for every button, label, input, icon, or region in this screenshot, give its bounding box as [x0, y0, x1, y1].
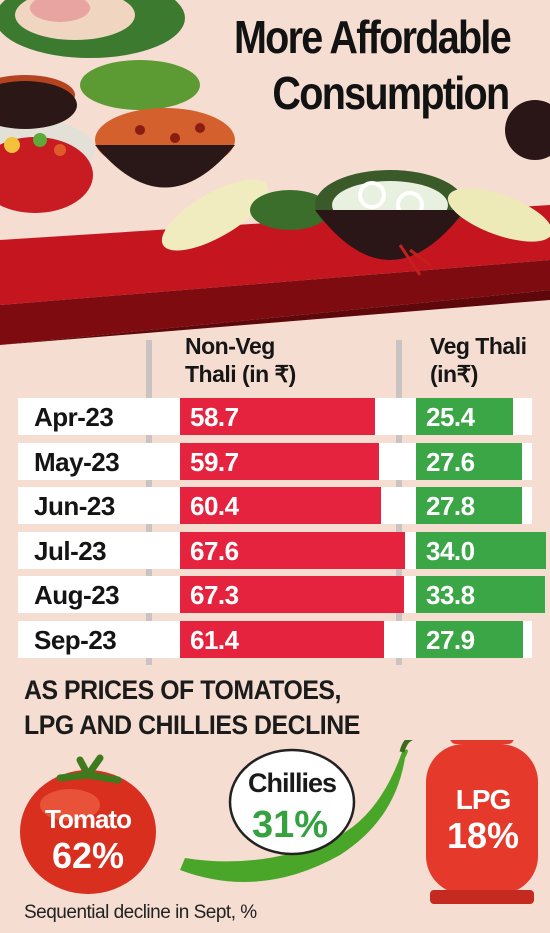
veg-value-label: 27.8	[426, 491, 475, 521]
lpg-cylinder-icon	[426, 740, 538, 904]
table-row: Sep-23 61.4 27.9	[18, 620, 532, 658]
month-label: Apr-23	[34, 402, 114, 432]
veg-bar	[416, 487, 523, 524]
veg-value-label: 25.4	[426, 402, 475, 432]
tomato-percent: 62%	[51, 835, 125, 876]
nonveg-bar	[180, 398, 376, 435]
veg-bar	[416, 620, 523, 658]
nonveg-column-header: Non-Veg Thali (in ₹)	[185, 333, 296, 387]
table-row: May-23 59.7 27.6	[18, 442, 532, 480]
nonveg-bar	[180, 576, 404, 613]
month-label: May-23	[34, 446, 120, 477]
chillies-percent: 31%	[251, 804, 329, 846]
veg-value-label: 34.0	[426, 535, 475, 566]
table-row: Aug-23 67.3 33.8	[18, 576, 546, 613]
chillies-label: Chillies	[247, 768, 337, 798]
chillies-bubble	[228, 748, 356, 856]
month-label: Jul-23	[34, 535, 107, 566]
veg-bar	[416, 442, 522, 480]
veg-bar	[416, 398, 514, 435]
lpg-label: LPG	[455, 784, 512, 815]
veg-value-label: 33.8	[426, 580, 475, 610]
month-label: Jun-23	[34, 491, 115, 521]
nonveg-value-label: 58.7	[190, 402, 239, 432]
month-label: Sep-23	[34, 624, 117, 655]
chilli-icon	[180, 740, 413, 882]
subheading: AS PRICES OF TOMATOES, LPG AND CHILLIES …	[24, 675, 360, 740]
table-row: Apr-23 58.7 25.4	[18, 398, 532, 435]
veg-bar	[416, 576, 546, 613]
veg-value-label: 27.6	[426, 446, 475, 477]
table-row: Jul-23 67.6 34.0	[18, 531, 546, 569]
lpg-percent: 18%	[446, 815, 520, 856]
veg-bar	[416, 531, 546, 569]
chart-title-line1: More Affordable	[233, 11, 512, 63]
nonveg-value-label: 60.4	[190, 491, 239, 521]
tomato-label: Tomato	[45, 804, 132, 834]
chart-title-line2: Consumption	[272, 67, 510, 119]
month-label: Aug-23	[34, 580, 120, 610]
declines-illustration	[20, 740, 538, 904]
nonveg-bar	[180, 531, 405, 569]
table-row: Jun-23 60.4 27.8	[18, 487, 532, 524]
food-illustration	[0, 0, 550, 345]
veg-column-header: Veg Thali (in₹)	[430, 333, 527, 387]
nonveg-bar	[180, 487, 382, 524]
veg-value-label: 27.9	[426, 624, 475, 655]
tomato-icon	[20, 754, 156, 894]
nonveg-value-label: 67.6	[190, 535, 239, 566]
nonveg-bar	[180, 620, 385, 658]
nonveg-bar	[180, 442, 379, 480]
nonveg-value-label: 59.7	[190, 446, 239, 477]
footnote: Sequential decline in Sept, %	[24, 902, 257, 923]
nonveg-value-label: 67.3	[190, 580, 239, 610]
nonveg-value-label: 61.4	[190, 624, 239, 655]
